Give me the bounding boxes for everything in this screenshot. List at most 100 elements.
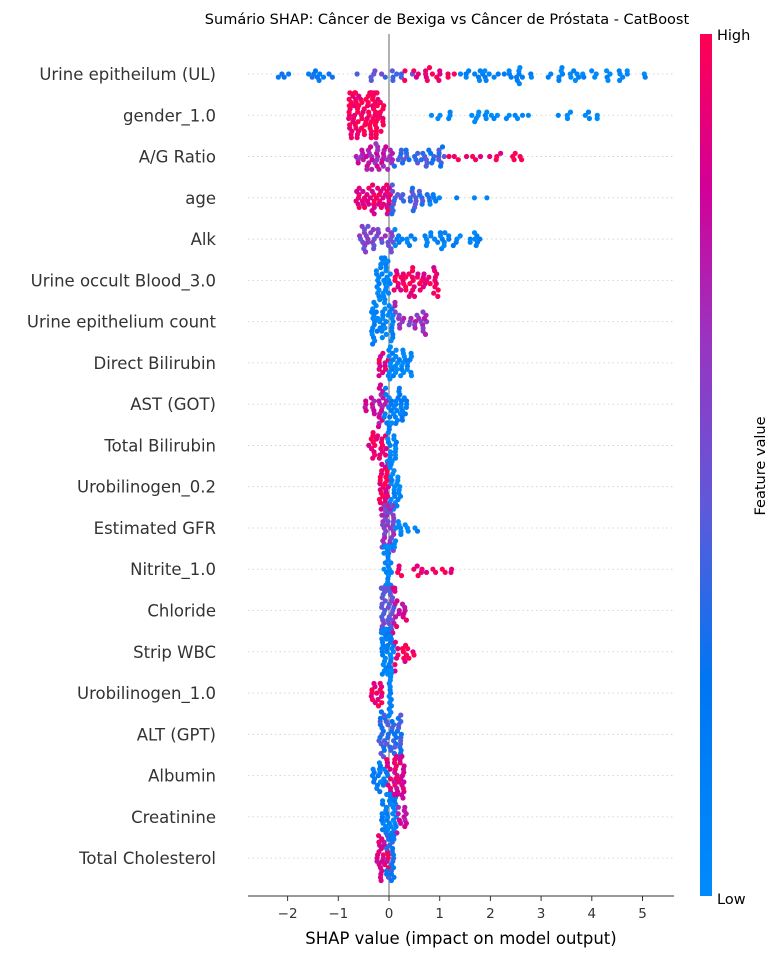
- shap-point: [362, 122, 368, 128]
- shap-point: [516, 81, 522, 87]
- shap-point: [439, 246, 445, 252]
- shap-point: [306, 71, 312, 77]
- shap-point: [389, 718, 395, 725]
- shap-point: [399, 646, 406, 652]
- shap-point: [384, 420, 390, 426]
- shap-point: [361, 131, 367, 138]
- shap-point: [370, 430, 376, 436]
- shap-point: [559, 65, 565, 71]
- shap-point: [514, 115, 521, 122]
- shap-point: [404, 398, 410, 404]
- shap-point: [403, 147, 409, 153]
- shap-point: [386, 395, 392, 401]
- shap-point: [392, 639, 398, 645]
- shap-point: [383, 319, 389, 325]
- shap-point: [374, 858, 380, 864]
- shap-point: [389, 477, 395, 483]
- shap-point: [379, 335, 385, 341]
- shap-point: [446, 233, 452, 239]
- shap-point: [472, 71, 478, 77]
- feature-label: Chloride: [147, 602, 216, 621]
- shap-point: [399, 417, 405, 423]
- x-tick-label: −2: [278, 906, 298, 922]
- shap-point: [495, 71, 501, 77]
- shap-point: [363, 153, 369, 160]
- shap-point: [387, 776, 394, 782]
- shap-point: [402, 77, 408, 83]
- shap-point: [442, 569, 448, 576]
- shap-point: [501, 71, 507, 77]
- shap-point: [503, 115, 509, 122]
- feature-label: Nitrite_1.0: [130, 560, 216, 580]
- shap-point: [389, 350, 396, 356]
- shap-point: [484, 195, 490, 201]
- shap-point: [386, 303, 392, 309]
- shap-point: [377, 715, 383, 721]
- shap-point: [381, 185, 387, 191]
- shap-point: [326, 71, 332, 77]
- shap-point: [372, 68, 378, 74]
- shap-point: [457, 233, 463, 239]
- shap-point: [385, 734, 391, 741]
- shap-point: [388, 461, 394, 467]
- shap-point: [398, 74, 404, 80]
- shap-point: [373, 268, 379, 274]
- shap-point: [451, 153, 457, 160]
- shap-point: [381, 103, 387, 109]
- shap-point: [376, 833, 382, 839]
- shap-point: [376, 366, 382, 372]
- shap-point: [418, 157, 424, 163]
- shap-point: [477, 68, 483, 74]
- shap-point: [359, 147, 365, 153]
- shap-point: [454, 195, 460, 201]
- feature-label: Urine epitheilum (UL): [39, 65, 216, 84]
- shap-point: [413, 157, 419, 163]
- shap-point: [411, 566, 417, 572]
- shap-point: [369, 188, 375, 194]
- shap-point: [394, 598, 400, 604]
- shap-point: [525, 112, 532, 118]
- shap-point: [317, 71, 323, 77]
- shap-point: [363, 408, 369, 414]
- shap-point: [457, 71, 464, 77]
- shap-point: [400, 192, 406, 198]
- shap-point: [564, 115, 571, 122]
- x-axis-label: SHAP value (impact on model output): [305, 929, 616, 948]
- shap-point: [604, 68, 610, 74]
- shap-point: [428, 230, 434, 236]
- shap-point: [466, 68, 472, 74]
- shap-point: [488, 112, 494, 118]
- shap-point: [396, 563, 402, 569]
- shap-point: [275, 74, 281, 80]
- shap-point: [387, 147, 393, 153]
- shap-point: [493, 157, 499, 163]
- shap-point: [574, 71, 580, 77]
- shap-point: [281, 74, 287, 80]
- shap-point: [370, 766, 376, 772]
- shap-point: [408, 373, 415, 379]
- shap-point: [380, 122, 386, 128]
- shap-point: [415, 271, 421, 277]
- shap-point: [375, 424, 382, 430]
- shap-point: [448, 569, 454, 576]
- shap-point: [528, 74, 535, 80]
- feature-label: Estimated GFR: [94, 519, 216, 538]
- shap-point: [373, 135, 379, 141]
- shap-point: [312, 68, 319, 74]
- shap-point: [431, 290, 437, 296]
- shap-point: [376, 166, 382, 172]
- shap-point: [483, 77, 489, 83]
- shap-point: [380, 852, 386, 858]
- colorbar-title: Feature value: [753, 416, 769, 515]
- shap-point: [378, 585, 385, 591]
- shap-point: [381, 414, 387, 420]
- feature-label: Albumin: [148, 767, 216, 786]
- shap-point: [385, 436, 391, 442]
- shap-point: [471, 230, 478, 236]
- shap-point: [408, 350, 414, 356]
- shap-point: [390, 852, 396, 858]
- shap-point: [376, 414, 382, 420]
- feature-label: Total Cholesterol: [78, 849, 216, 868]
- shap-point: [586, 115, 593, 122]
- shap-point: [415, 573, 421, 579]
